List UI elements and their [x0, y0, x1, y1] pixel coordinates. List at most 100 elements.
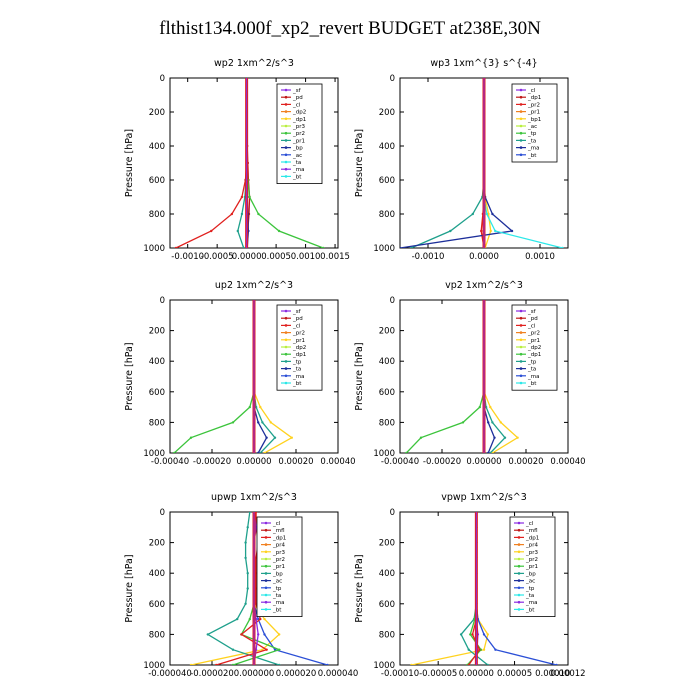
- y-tick-label: 0: [160, 508, 165, 518]
- y-tick-label: 600: [379, 176, 395, 186]
- data-point: [486, 663, 490, 665]
- y-tick-label: 600: [149, 600, 165, 610]
- legend-box: [276, 83, 323, 184]
- legend-marker: [264, 550, 268, 554]
- y-tick-label: 600: [379, 388, 395, 398]
- legend-entry: _pr2: [527, 102, 540, 108]
- legend-marker: [517, 593, 521, 597]
- data-point: [486, 633, 490, 636]
- y-axis-label: Pressure [hPa]: [124, 554, 135, 622]
- legend-entry: _pr2: [525, 557, 538, 563]
- legend-marker: [264, 579, 268, 582]
- legend-entry: _pr1: [525, 564, 538, 570]
- data-point: [277, 229, 281, 233]
- legend-marker: [517, 536, 521, 539]
- legend-marker: [284, 160, 288, 164]
- legend-entry: _tp: [292, 359, 302, 365]
- data-point: [244, 602, 247, 605]
- legend-marker: [519, 131, 523, 135]
- legend-marker: [284, 146, 288, 149]
- legend-entry: _pr4: [272, 543, 286, 549]
- legend-marker: [284, 131, 288, 135]
- series-line-_tp: [483, 300, 506, 453]
- x-tick-label: 0.00000: [459, 669, 494, 679]
- data-point: [244, 556, 247, 560]
- legend-entry: _pr1: [527, 338, 540, 344]
- data-point: [236, 229, 239, 233]
- legend-entry: _cl: [292, 323, 301, 329]
- x-tick-label: -0.0005: [201, 252, 234, 262]
- legend-marker: [519, 139, 523, 142]
- legend-marker: [284, 367, 288, 370]
- y-axis-label: Pressure [hPa]: [124, 342, 135, 410]
- x-tick-label: -0.00040: [381, 457, 419, 467]
- y-tick-label: 200: [379, 108, 395, 118]
- data-point: [487, 212, 490, 216]
- data-point: [248, 617, 251, 621]
- data-point: [555, 663, 558, 665]
- panel-title: wp2 1xm^2/s^3: [214, 58, 294, 69]
- legend-marker: [519, 124, 523, 128]
- y-axis-label: Pressure [hPa]: [354, 342, 365, 410]
- legend-marker: [284, 117, 288, 121]
- legend-entry: _dp1: [292, 117, 306, 123]
- legend-marker: [264, 528, 268, 532]
- legend-marker: [519, 338, 523, 342]
- data-point: [419, 436, 423, 439]
- y-tick-label: 1000: [143, 244, 165, 254]
- x-tick-label: 0.00020: [508, 457, 543, 467]
- legend-entry: _dp2: [292, 110, 306, 116]
- legend-entry: _dp1: [292, 352, 306, 358]
- legend-marker: [519, 381, 523, 385]
- data-point: [257, 421, 260, 424]
- legend-entry: _pr2: [272, 557, 285, 563]
- legend-entry: _mfl: [272, 528, 285, 534]
- data-point: [248, 512, 251, 514]
- data-point: [278, 663, 281, 665]
- x-tick-label: 0.000040: [318, 669, 359, 679]
- y-tick-label: 800: [379, 210, 395, 220]
- x-tick-label: 0.0010: [291, 252, 321, 262]
- panel-title: up2 1xm^2/s^3: [215, 280, 293, 291]
- legend-entry: _bp: [292, 146, 303, 152]
- data-point: [499, 421, 502, 424]
- legend-entry: _bt: [527, 381, 537, 387]
- y-tick-label: 0: [390, 296, 395, 306]
- data-point: [467, 648, 470, 651]
- data-point: [257, 212, 260, 216]
- legend-marker: [517, 528, 521, 532]
- data-point: [263, 617, 266, 621]
- legend-marker: [519, 103, 523, 106]
- data-point: [246, 572, 249, 575]
- legend-marker: [519, 345, 523, 349]
- x-tick-label: 0.00010: [535, 669, 570, 679]
- panel-title: wp3 1xm^{3} s^{-4}: [430, 58, 537, 69]
- legend-entry: _bt: [525, 607, 535, 613]
- data-point: [494, 648, 497, 651]
- legend-marker: [264, 564, 268, 568]
- y-tick-label: 1000: [143, 661, 165, 671]
- legend-entry: _cl: [527, 323, 536, 329]
- data-point: [261, 421, 264, 424]
- legend-marker: [517, 550, 521, 554]
- legend-entry: _pr1: [272, 564, 285, 570]
- y-tick-label: 800: [149, 210, 165, 220]
- legend-marker: [519, 374, 523, 378]
- legend-entry: _pr3: [525, 550, 539, 556]
- legend-marker: [264, 586, 268, 590]
- data-point: [174, 246, 178, 248]
- legend-marker: [519, 331, 523, 334]
- legend-entry: _sf: [292, 88, 302, 94]
- x-tick-label: 0.0000: [232, 252, 262, 262]
- legend-entry: _bp: [272, 571, 283, 577]
- legend-entry: _tp: [527, 131, 537, 137]
- data-point: [491, 421, 494, 424]
- y-tick-label: 0: [390, 508, 395, 518]
- legend-entry: _ac: [272, 579, 282, 585]
- data-point: [510, 229, 514, 233]
- x-tick-label: -0.000020: [190, 669, 234, 679]
- legend-entry: _pr3: [272, 550, 286, 556]
- data-point: [240, 633, 243, 636]
- legend-marker: [284, 124, 288, 128]
- data-point: [516, 436, 519, 439]
